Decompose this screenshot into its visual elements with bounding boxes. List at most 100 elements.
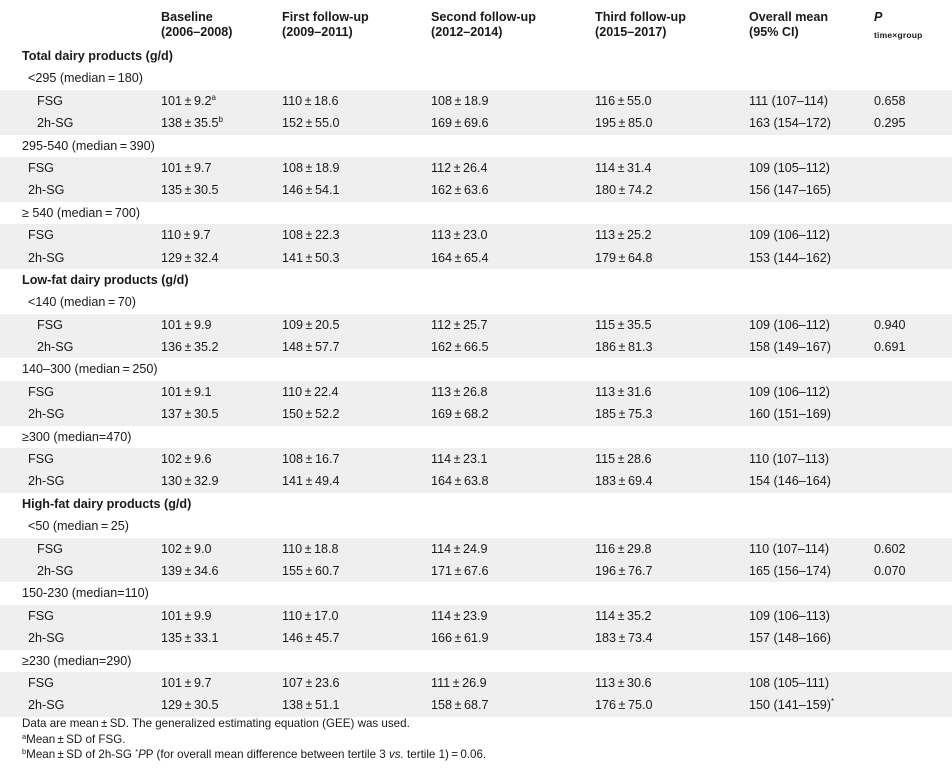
overall-mean-cell: 154 (146–164) <box>749 474 831 489</box>
baseline-cell: 135 ± 30.5 <box>161 183 219 198</box>
second-follow-up-cell: 114 ± 23.1 <box>431 452 488 467</box>
baseline-cell: 135 ± 33.1 <box>161 631 219 646</box>
baseline-cell: 129 ± 32.4 <box>161 250 219 265</box>
first-follow-up-cell: 110 ± 22.4 <box>282 384 339 399</box>
table-row: FSG 102 ± 9.6 108 ± 16.7 114 ± 23.1 115 ± 28… <box>0 448 952 471</box>
overall-mean-cell: 165 (156–174) <box>749 563 831 578</box>
overall-mean-cell: 109 (106–112) <box>749 228 830 243</box>
third-follow-up-cell: 114 ± 35.2 <box>595 608 652 623</box>
row-label: 2h-SG <box>37 340 74 355</box>
group-label: 150-230 (median=110) <box>22 586 149 601</box>
second-follow-up-cell: 169 ± 69.6 <box>431 116 489 131</box>
row-label: FSG <box>28 160 54 175</box>
p-value-cell: 0.070 <box>874 563 906 578</box>
row-label: 2h-SG <box>28 250 65 265</box>
third-follow-up-cell: 116 ± 55.0 <box>595 93 652 108</box>
table-row: FSG 101 ± 9.2a 110 ± 18.6 108 ± 18.9 116 ± 5… <box>0 89 952 113</box>
table-row: 2h-SG 135 ± 30.5 146 ± 54.1 162 ± 63.6 180 ±… <box>0 179 952 202</box>
group-label: <50 (median = 25) <box>28 519 129 534</box>
row-label: FSG <box>37 541 63 556</box>
header-first-follow-up: First follow-up (2009–2011) <box>282 10 369 39</box>
second-follow-up-cell: 166 ± 61.9 <box>431 631 489 646</box>
group-label: <140 (median = 70) <box>28 295 136 310</box>
table-row: 2h-SG 139 ± 34.6 155 ± 60.7 171 ± 67.6 196 ±… <box>0 559 952 583</box>
first-follow-up-cell: 108 ± 18.9 <box>282 160 340 175</box>
baseline-cell: 101 ± 9.9 <box>161 608 212 623</box>
first-follow-up-cell: 110 ± 18.8 <box>282 541 339 556</box>
p-value-cell: 0.658 <box>874 93 906 108</box>
group-row: ≥ 540 (median = 700) <box>0 201 952 225</box>
overall-mean-cell: 108 (105–111) <box>749 675 830 690</box>
third-follow-up-cell: 179 ± 64.8 <box>595 250 653 265</box>
third-follow-up-cell: 114 ± 31.4 <box>595 160 652 175</box>
row-label: FSG <box>28 384 54 399</box>
overall-mean-cell: 109 (106–112) <box>749 384 830 399</box>
section-row: High-fat dairy products (g/d) <box>0 492 952 516</box>
table-row: FSG 101 ± 9.7 107 ± 23.6 111 ± 26.9 113 ± 30… <box>0 671 952 695</box>
header-third-follow-up: Third follow-up (2015–2017) <box>595 10 686 39</box>
header-second-follow-up: Second follow-up (2012–2014) <box>431 10 536 39</box>
group-row: ≥300 (median=470) <box>0 425 952 449</box>
header-p-subscript: time×group <box>874 30 923 40</box>
first-follow-up-cell: 150 ± 52.2 <box>282 407 340 422</box>
group-label: ≥300 (median=470) <box>22 429 132 444</box>
table-row: 2h-SG 138 ± 35.5b 152 ± 55.0 169 ± 69.6 195 … <box>0 112 952 135</box>
table-row: FSG 101 ± 9.9 109 ± 20.5 112 ± 25.7 115 ± 35… <box>0 313 952 337</box>
overall-mean-cell: 110 (107–113) <box>749 452 830 467</box>
table-row: 2h-SG 136 ± 35.2 148 ± 57.7 162 ± 66.5 186 ±… <box>0 336 952 359</box>
second-follow-up-cell: 164 ± 63.8 <box>431 474 489 489</box>
row-label: 2h-SG <box>28 698 65 713</box>
overall-mean-cell: 109 (106–113) <box>749 608 830 623</box>
baseline-cell: 101 ± 9.7 <box>161 160 212 175</box>
row-label: FSG <box>37 93 63 108</box>
group-row: 140–300 (median = 250) <box>0 358 952 381</box>
third-follow-up-cell: 195 ± 85.0 <box>595 116 653 131</box>
second-follow-up-cell: 158 ± 68.7 <box>431 698 489 713</box>
overall-mean-cell: 109 (106–112) <box>749 317 830 332</box>
second-follow-up-cell: 111 ± 26.9 <box>431 675 487 690</box>
third-follow-up-cell: 183 ± 69.4 <box>595 474 653 489</box>
p-value-cell: 0.940 <box>874 317 906 332</box>
baseline-cell: 130 ± 32.9 <box>161 474 219 489</box>
group-label: ≥230 (median=290) <box>22 653 132 668</box>
group-label: ≥ 540 (median = 700) <box>22 205 141 220</box>
overall-mean-cell: 160 (151–169) <box>749 407 831 422</box>
table-row: FSG 110 ± 9.7 108 ± 22.3 113 ± 23.0 113 ± 25… <box>0 224 952 247</box>
overall-mean-cell: 109 (105–112) <box>749 160 830 175</box>
row-label: FSG <box>28 228 54 243</box>
second-follow-up-cell: 112 ± 25.7 <box>431 317 488 332</box>
third-follow-up-cell: 115 ± 35.5 <box>595 317 652 332</box>
row-label: FSG <box>28 452 54 467</box>
row-label: 2h-SG <box>37 116 74 131</box>
third-follow-up-cell: 176 ± 75.0 <box>595 698 653 713</box>
baseline-cell: 137 ± 30.5 <box>161 407 219 422</box>
group-row: <140 (median = 70) <box>0 291 952 314</box>
table-header: Baseline (2006–2008) First follow-up (2009… <box>0 0 952 46</box>
p-value-cell: 0.691 <box>874 340 906 355</box>
baseline-cell: 101 ± 9.1 <box>161 384 212 399</box>
third-follow-up-cell: 113 ± 31.6 <box>595 384 652 399</box>
second-follow-up-cell: 114 ± 24.9 <box>431 541 488 556</box>
table-row: 2h-SG 130 ± 32.9 141 ± 49.4 164 ± 63.8 183 ±… <box>0 470 952 493</box>
third-follow-up-cell: 180 ± 74.2 <box>595 183 653 198</box>
third-follow-up-cell: 116 ± 29.8 <box>595 541 652 556</box>
baseline-cell: 138 ± 35.5b <box>161 115 223 131</box>
row-label: 2h-SG <box>28 474 65 489</box>
overall-mean-cell: 150 (141–159)* <box>749 697 835 713</box>
baseline-cell: 101 ± 9.9 <box>161 317 212 332</box>
baseline-cell: 102 ± 9.6 <box>161 452 212 467</box>
first-follow-up-cell: 141 ± 50.3 <box>282 250 340 265</box>
group-row: 295-540 (median = 390) <box>0 134 952 157</box>
second-follow-up-cell: 169 ± 68.2 <box>431 407 489 422</box>
third-follow-up-cell: 115 ± 28.6 <box>595 452 652 467</box>
row-label: 2h-SG <box>28 631 65 646</box>
group-row: ≥230 (median=290) <box>0 649 952 672</box>
row-label: FSG <box>37 317 63 332</box>
group-label: 140–300 (median = 250) <box>22 362 158 377</box>
table-footnotes: Data are mean ± SD. The generalized esti… <box>22 716 942 763</box>
footnote-general: Data are mean ± SD. The generalized esti… <box>22 717 410 730</box>
third-follow-up-cell: 186 ± 81.3 <box>595 340 653 355</box>
section-label: High-fat dairy products (g/d) <box>22 496 192 511</box>
table-body: Total dairy products (g/d) <295 (median =… <box>0 45 952 717</box>
footnote-marker: a <box>211 92 216 102</box>
